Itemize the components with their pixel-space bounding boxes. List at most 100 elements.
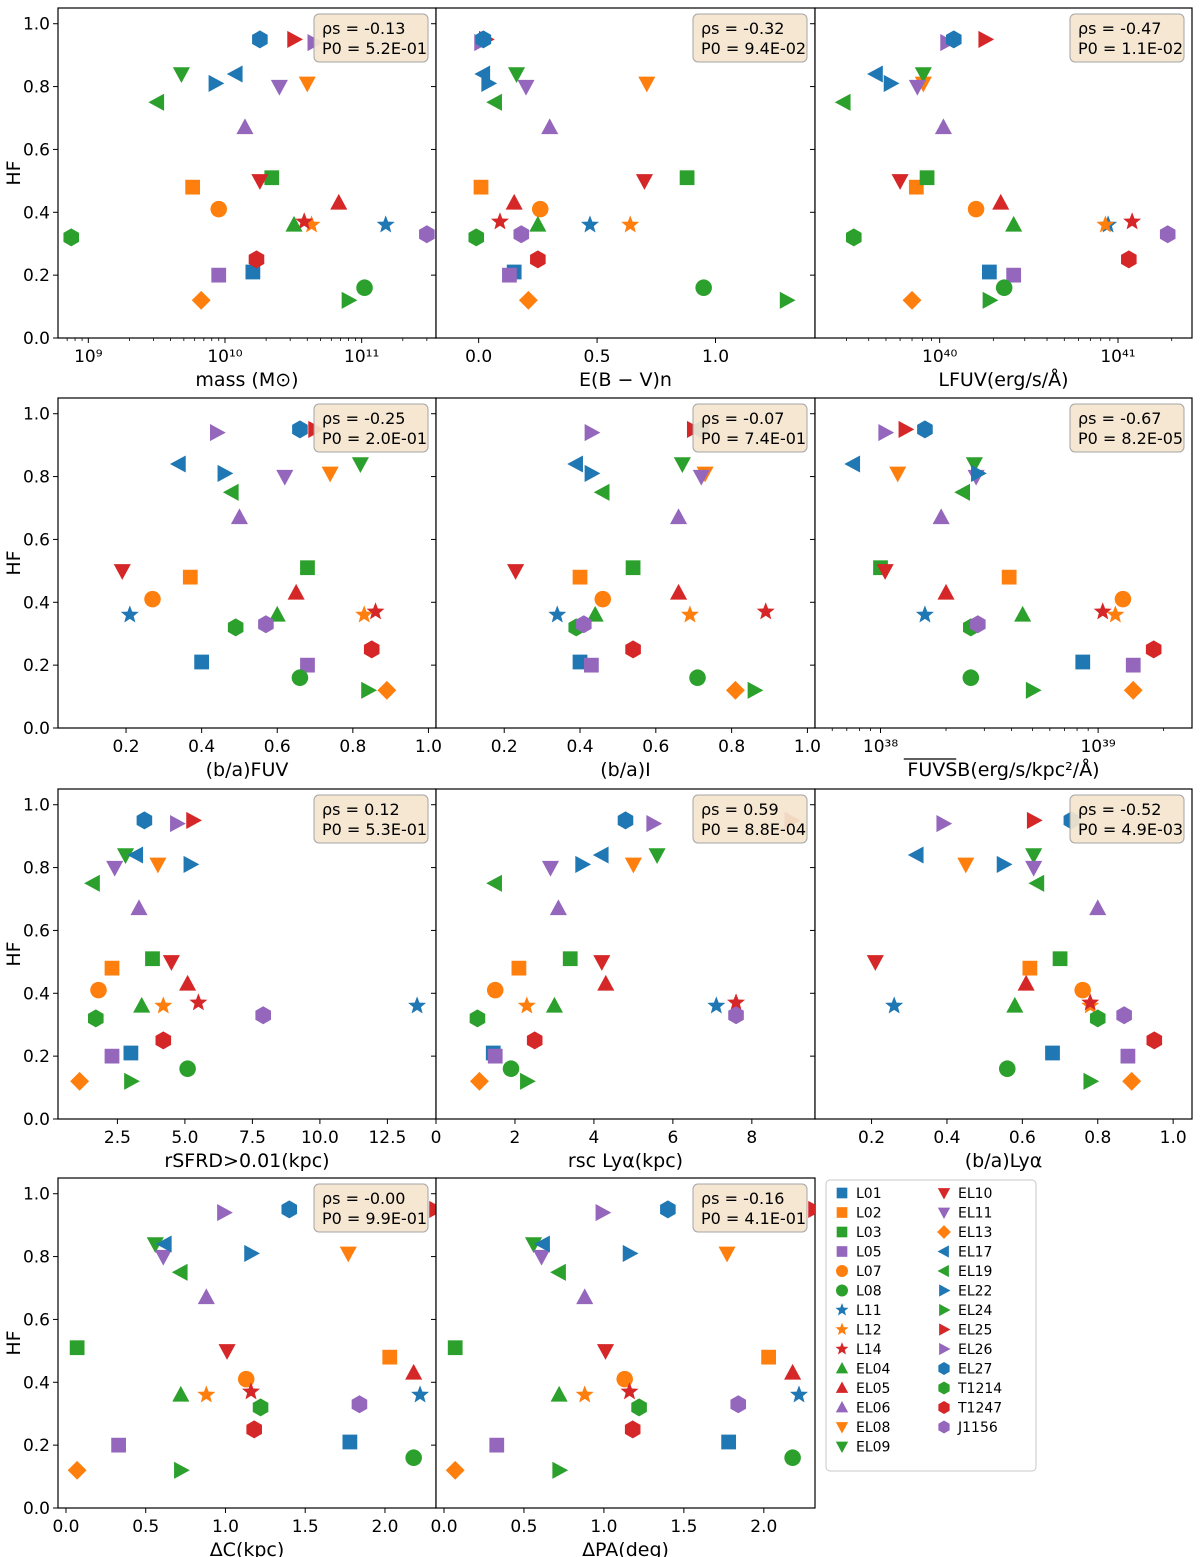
legend-marker-l02 (836, 1207, 848, 1218)
stats-rho: ρs = -0.47 (1078, 19, 1161, 38)
x-tick-label: 0.8 (339, 737, 366, 757)
point-l12 (517, 996, 536, 1014)
point-el06 (934, 118, 952, 135)
y-tick-label: 0.2 (23, 266, 50, 286)
stats-pvalue: P0 = 8.8E-04 (701, 820, 806, 839)
point-t1214 (631, 1398, 647, 1417)
point-el06 (236, 118, 254, 135)
point-el19 (1028, 874, 1045, 892)
y-tick-label: 0.6 (23, 530, 50, 550)
stats-box (313, 1183, 429, 1233)
legend-label-t1214: T1214 (957, 1381, 1002, 1397)
x-tick-label: 0.0 (465, 347, 492, 367)
legend-marker-el04 (835, 1362, 849, 1374)
x-tick-label: 2 (510, 1128, 521, 1148)
x-tick-label: 0.6 (264, 737, 291, 757)
point-el08 (321, 466, 339, 483)
point-l01 (1075, 654, 1091, 670)
legend-label-t1247: T1247 (957, 1401, 1002, 1417)
legend-marker-l14 (835, 1342, 849, 1355)
point-l07 (210, 200, 228, 218)
points-group (67, 1200, 436, 1480)
point-el19 (171, 1263, 188, 1281)
point-el13 (70, 1071, 90, 1091)
points-group (468, 30, 796, 310)
y-tick-label: 0.6 (23, 1310, 50, 1330)
point-el08 (957, 857, 975, 874)
point-el09 (524, 1237, 543, 1253)
stats-pvalue: P0 = 5.2E-01 (322, 39, 427, 58)
y-tick-label: 0.0 (23, 1499, 50, 1519)
stats-box (1069, 13, 1185, 63)
point-l14 (241, 1382, 260, 1400)
point-l07 (486, 981, 504, 999)
stats-box (313, 403, 429, 453)
point-el24 (124, 1072, 140, 1090)
point-el10 (866, 955, 884, 971)
y-tick-label: 0.8 (23, 78, 50, 98)
x-tick-label: 1.0 (1160, 1128, 1187, 1148)
point-el05 (405, 1363, 423, 1380)
stats-box (692, 794, 808, 844)
point-l14 (490, 212, 509, 230)
point-el10 (507, 564, 525, 580)
point-t1247 (248, 250, 265, 269)
panel-dc: 0.0 0.2 0.4 0.6 0.8 1.0 0.0 0.5 1.0 1.5 2.0 ΔC(kpc)… (3, 1177, 437, 1557)
legend-label-j1156: J1156 (957, 1420, 998, 1436)
x-tick-label: 5.0 (171, 1128, 198, 1148)
legend-marker-el11 (937, 1207, 951, 1219)
point-el22 (481, 74, 498, 92)
point-el08 (624, 857, 642, 874)
point-l11 (548, 605, 567, 623)
panel-frame (435, 788, 816, 1120)
legend-marker-l12 (835, 1322, 849, 1336)
point-el27 (945, 30, 962, 49)
point-el19 (486, 874, 502, 892)
point-l02 (572, 569, 588, 585)
legend-marker-el13 (937, 1225, 951, 1239)
legend-marker-el24 (939, 1303, 951, 1317)
legend-marker-el17 (937, 1245, 949, 1258)
point-el10 (218, 1344, 236, 1360)
point-l03 (625, 560, 641, 576)
point-l02 (473, 179, 489, 195)
point-el13 (1122, 1071, 1142, 1091)
point-el13 (469, 1071, 489, 1091)
legend-marker-el06 (835, 1401, 849, 1413)
legend-label-el26: EL26 (958, 1342, 993, 1358)
point-el27 (660, 1200, 676, 1219)
point-el09 (648, 848, 666, 864)
point-el24 (174, 1461, 190, 1479)
legend-label-el04: EL04 (856, 1362, 891, 1378)
point-el19 (84, 874, 100, 892)
point-l05 (489, 1437, 505, 1453)
point-l14 (366, 602, 385, 620)
x-tick-label: 0.8 (1084, 1128, 1111, 1148)
point-l08 (784, 1449, 801, 1466)
point-el09 (914, 67, 932, 83)
point-el05 (597, 974, 615, 991)
y-tick-label: 0.4 (23, 1373, 50, 1393)
stats-pvalue: P0 = 1.1E-02 (1078, 39, 1183, 58)
point-el09 (172, 67, 190, 83)
point-el10 (162, 955, 180, 971)
point-l03 (447, 1340, 463, 1356)
point-l05 (487, 1048, 503, 1064)
point-t1214 (468, 228, 485, 247)
point-el04 (529, 215, 547, 232)
point-l03 (145, 951, 160, 967)
legend-label-el05: EL05 (856, 1381, 890, 1397)
x-tick-label: 0.8 (718, 737, 745, 757)
point-l05 (104, 1048, 120, 1064)
legend-label-el13: EL13 (958, 1225, 992, 1241)
x-tick-label: 0.4 (188, 737, 215, 757)
stats-box (313, 13, 429, 63)
point-l02 (761, 1349, 777, 1365)
y-axis-label: HF (3, 941, 25, 966)
legend-marker-el05 (835, 1381, 849, 1393)
point-l02 (185, 179, 201, 195)
point-el19 (148, 93, 165, 111)
point-el27 (292, 420, 308, 439)
